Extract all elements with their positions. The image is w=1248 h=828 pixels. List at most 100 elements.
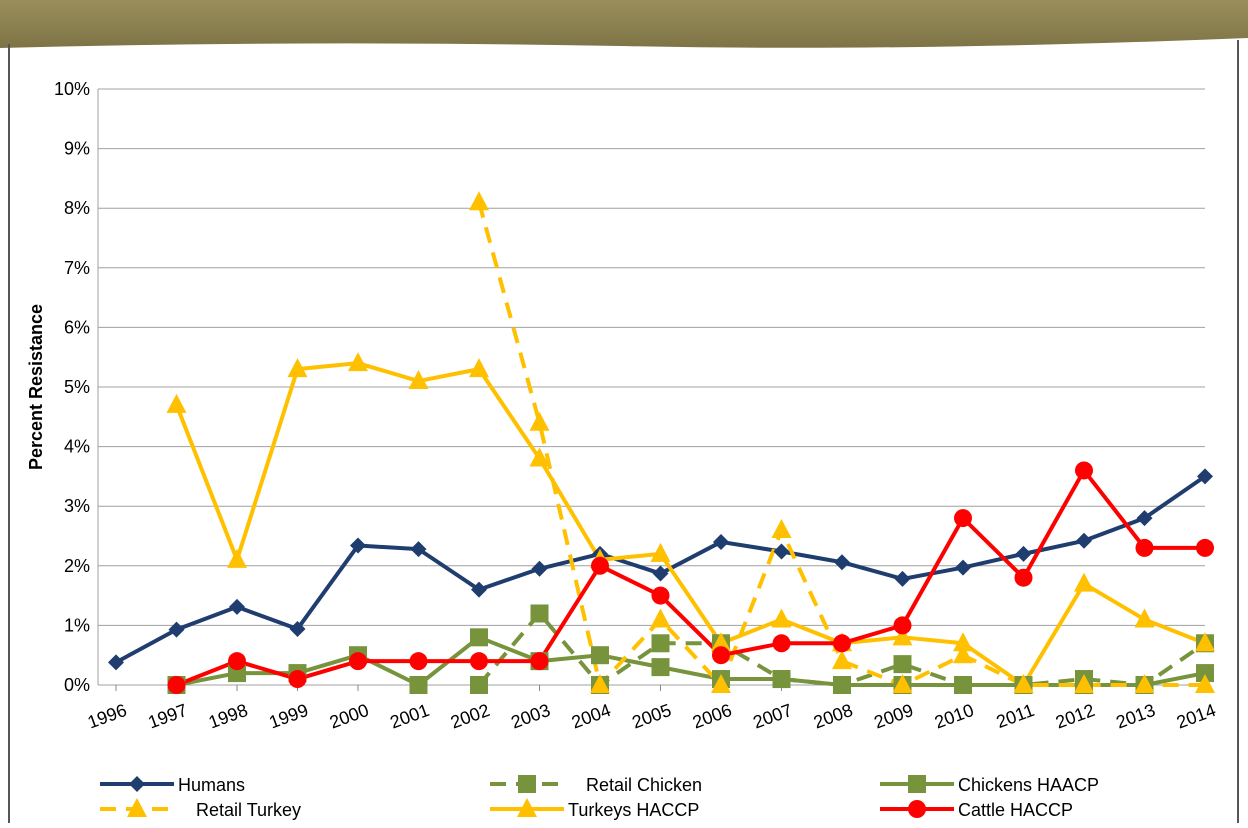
marker [650, 542, 671, 562]
x-tick-label: 2010 [932, 700, 976, 732]
y-tick-label: 9% [64, 139, 90, 159]
marker [1075, 461, 1093, 480]
x-tick-label: 1996 [85, 700, 129, 732]
legend-label: Retail Chicken [586, 775, 702, 795]
marker [228, 652, 246, 671]
series-line [477, 201, 1205, 687]
marker [229, 598, 245, 615]
x-tick-label: 2003 [508, 700, 552, 732]
marker [711, 674, 731, 693]
marker [651, 634, 670, 653]
marker [469, 191, 489, 211]
marker [772, 670, 791, 689]
marker [1134, 608, 1155, 628]
x-tick-label: 2011 [994, 700, 1037, 732]
x-tick-label: 1997 [145, 700, 189, 732]
marker [350, 537, 366, 554]
marker [652, 565, 669, 582]
series-line [175, 468, 1205, 687]
marker [1196, 664, 1214, 683]
legend-marker [129, 776, 145, 792]
marker [1135, 538, 1154, 557]
x-tick-label: 2014 [1174, 700, 1218, 732]
legend-marker [908, 775, 926, 793]
marker [108, 654, 124, 671]
marker [1014, 568, 1033, 587]
marker [591, 556, 609, 575]
legend-marker [127, 798, 147, 817]
marker [471, 581, 487, 598]
x-tick-label: 2012 [1053, 700, 1097, 732]
x-tick-label: 1998 [206, 700, 250, 732]
y-tick-label: 7% [64, 258, 90, 278]
x-tick-label: 2007 [750, 700, 794, 732]
marker [894, 570, 911, 587]
series-line [174, 361, 1206, 687]
marker [833, 676, 851, 694]
y-tick-label: 3% [64, 496, 90, 516]
marker [713, 533, 729, 550]
marker [772, 634, 791, 653]
legend-label: Cattle HACCP [958, 800, 1073, 820]
marker [408, 370, 429, 390]
y-tick-label: 0% [64, 675, 90, 695]
marker [651, 658, 670, 677]
y-tick-label: 2% [64, 556, 90, 576]
x-tick-label: 1999 [266, 700, 310, 732]
marker [711, 632, 731, 652]
marker [773, 543, 790, 560]
x-tick-label: 2005 [629, 700, 673, 732]
marker [651, 586, 670, 605]
marker [531, 560, 548, 577]
legend-label: Humans [178, 775, 245, 795]
marker [893, 655, 912, 674]
marker [893, 616, 912, 635]
y-tick-label: 5% [64, 377, 90, 397]
x-tick-label: 2001 [387, 700, 431, 732]
marker [530, 604, 549, 623]
marker [953, 644, 973, 664]
banner [0, 0, 1248, 48]
marker [1197, 468, 1213, 485]
y-tick-label: 10% [54, 79, 90, 99]
legend-label: Turkeys HACCP [568, 800, 699, 820]
marker [1196, 538, 1214, 557]
marker [469, 358, 489, 378]
marker [470, 676, 488, 694]
marker [409, 676, 428, 694]
marker [166, 393, 187, 413]
marker [470, 652, 488, 671]
marker [1195, 674, 1215, 693]
marker [410, 541, 427, 558]
marker [953, 632, 973, 652]
marker [1074, 674, 1094, 693]
x-tick-label: 2000 [327, 700, 371, 732]
marker [288, 670, 307, 689]
marker [1076, 532, 1092, 549]
marker [529, 411, 550, 431]
x-tick-label: 2009 [871, 700, 915, 732]
marker [771, 519, 792, 539]
marker [590, 674, 610, 693]
legend-marker [518, 775, 536, 793]
marker [954, 509, 972, 528]
y-tick-label: 4% [64, 437, 90, 457]
marker [349, 652, 367, 671]
marker [167, 676, 186, 694]
x-tick-label: 2008 [811, 700, 855, 732]
marker [1136, 510, 1153, 527]
marker [832, 650, 852, 670]
legend-marker [517, 798, 537, 817]
marker [1015, 545, 1032, 562]
marker [892, 626, 913, 646]
marker [287, 358, 308, 378]
marker [1074, 572, 1094, 592]
x-tick-label: 2006 [690, 700, 734, 732]
marker [771, 608, 792, 628]
marker [348, 352, 368, 372]
y-tick-label: 8% [64, 198, 90, 218]
marker [289, 620, 306, 637]
marker [168, 621, 185, 638]
x-tick-label: 2004 [569, 700, 613, 732]
